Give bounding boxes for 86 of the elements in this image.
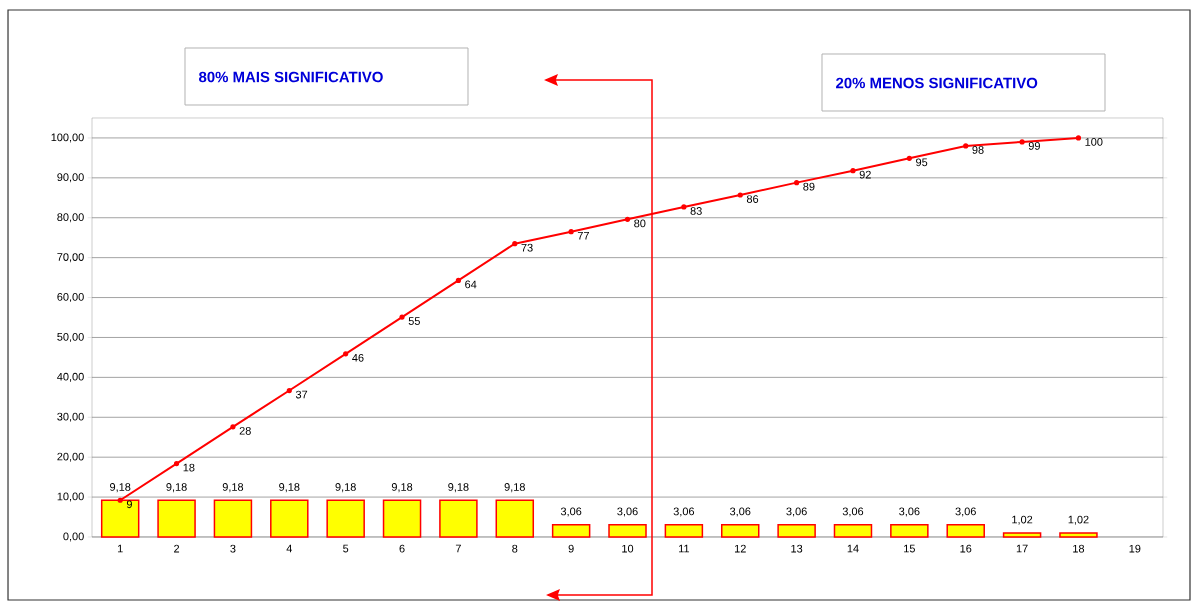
text: 20% MENOS SIGNIFICATIVO	[836, 77, 1038, 89]
data-label: 9	[126, 500, 132, 509]
y-tick-label: 80,00	[57, 213, 84, 223]
x-tick-label: 18	[1073, 544, 1085, 553]
data-label: 83	[690, 207, 702, 215]
data-label: 28	[239, 426, 251, 435]
point	[117, 497, 123, 503]
y-tick-label: 60,00	[57, 293, 84, 303]
point	[737, 192, 743, 198]
data-label: 100	[1085, 138, 1103, 146]
y-tick-label: 10,00	[57, 492, 84, 502]
data-label: 9,18	[110, 483, 131, 493]
data-label: 80	[634, 219, 646, 228]
data-label: 46	[352, 353, 364, 362]
x-tick-label: 17	[1016, 544, 1028, 553]
data-label: 73	[521, 243, 533, 252]
data-label: 3,06	[730, 507, 751, 517]
point	[681, 204, 687, 210]
data-label: 3,06	[786, 507, 807, 517]
x-tick-label: 19	[1129, 544, 1141, 553]
data-label: 3,06	[842, 507, 864, 517]
x-tick-label: 14	[847, 544, 859, 553]
data-label: 3,06	[560, 507, 582, 517]
x-tick-label: 9	[568, 544, 574, 553]
data-label: 9,18	[279, 483, 300, 493]
y-tick-label: 20,00	[57, 452, 84, 462]
y-tick-label: 50,00	[57, 332, 84, 342]
point	[173, 460, 180, 467]
x-tick-label: 5	[343, 544, 349, 553]
data-label: 3,06	[673, 507, 695, 517]
data-label: 3,06	[899, 507, 920, 517]
data-label: 86	[746, 195, 759, 203]
point	[1019, 139, 1025, 145]
point	[794, 180, 800, 186]
point	[512, 241, 518, 247]
data-label: 3,06	[955, 507, 976, 517]
point	[230, 424, 236, 430]
point	[1075, 135, 1082, 141]
x-tick-label: 8	[512, 544, 518, 553]
data-label: 1,02	[1012, 515, 1033, 525]
data-label: 89	[803, 182, 815, 191]
x-tick-label: 2	[174, 544, 180, 553]
x-tick-label: 11	[679, 544, 690, 553]
data-label: 92	[859, 170, 871, 179]
x-tick-label: 3	[230, 544, 236, 553]
x-tick-label: 10	[622, 544, 634, 553]
data-label: 18	[183, 463, 195, 472]
y-tick-label: 100,00	[51, 133, 84, 143]
y-tick-label: 40,00	[57, 372, 84, 382]
point	[343, 351, 349, 357]
x-tick-label: 4	[286, 544, 293, 553]
data-label: 1,02	[1068, 515, 1089, 525]
x-tick-label: 15	[904, 544, 915, 553]
point	[906, 155, 912, 161]
data-label: 9,18	[166, 483, 187, 493]
point	[455, 277, 462, 283]
data-label: 64	[465, 280, 477, 289]
y-tick-label: 70,00	[57, 253, 84, 263]
data-label: 3,06	[617, 507, 638, 517]
data-label: 9,18	[391, 483, 413, 493]
y-tick-label: 0,00	[63, 532, 84, 542]
point	[568, 229, 574, 235]
data-label: 95	[916, 158, 928, 167]
x-tick-label: 16	[960, 544, 972, 553]
data-label: 37	[295, 390, 308, 399]
text: 80% MAIS SIGNIFICATIVO	[199, 71, 383, 83]
x-tick-label: 6	[399, 544, 405, 553]
point	[850, 168, 856, 174]
data-label: 9,18	[222, 483, 244, 493]
data-label: 55	[408, 317, 420, 325]
data-label: 9,18	[335, 483, 356, 493]
x-tick-label: 1	[117, 544, 123, 553]
y-tick-label: 30,00	[57, 412, 84, 422]
x-tick-label: 12	[734, 544, 746, 553]
data-label: 77	[577, 231, 589, 240]
y-tick-label: 90,00	[57, 173, 84, 183]
x-tick-label: 13	[791, 544, 803, 553]
point	[286, 387, 292, 394]
point	[399, 314, 405, 320]
point	[963, 143, 969, 149]
data-label: 99	[1028, 142, 1040, 150]
data-label: 9,18	[504, 483, 525, 493]
x-tick-label: 7	[455, 544, 461, 553]
data-label: 98	[972, 146, 984, 154]
point	[624, 216, 631, 222]
data-label: 9,18	[448, 483, 469, 493]
